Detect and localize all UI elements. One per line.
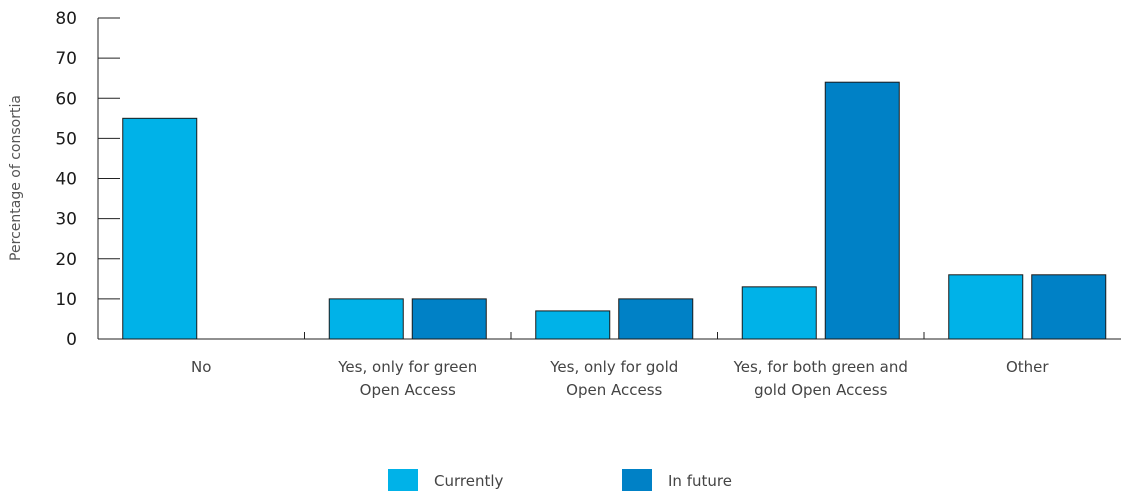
x-category-label: Other [1006, 358, 1049, 376]
bar-currently [328, 298, 404, 340]
bar-in-future [618, 298, 694, 340]
x-category-label: Yes, only for gold Open Access [549, 358, 678, 399]
bar-in-future [1031, 274, 1107, 340]
legend: Currently In future [388, 469, 732, 491]
bar-currently [948, 274, 1024, 340]
x-category-label: Yes, for both green and gold Open Access [733, 358, 908, 399]
x-category-label: No [191, 358, 211, 376]
y-tick-label: 20 [55, 250, 77, 270]
legend-label: Currently [434, 472, 504, 490]
legend-label: In future [668, 472, 732, 490]
bar-in-future [411, 298, 487, 340]
bar-in-future [824, 81, 900, 340]
legend-swatch [388, 469, 418, 491]
y-axis-label: Percentage of consortia [8, 95, 24, 261]
bar-currently [741, 286, 817, 340]
y-tick-label: 0 [66, 330, 77, 350]
y-tick-label: 40 [55, 170, 77, 190]
bars [122, 81, 1107, 340]
y-tick-label: 60 [55, 89, 77, 109]
category-labels: No Yes, only for green Open Access Yes, onl… [191, 358, 1049, 399]
y-tick-label: 10 [55, 290, 77, 310]
y-tick-label: 80 [55, 9, 77, 29]
y-tick-label: 50 [55, 129, 77, 149]
y-tick-label: 30 [55, 210, 77, 230]
bar-currently [535, 310, 611, 340]
x-category-label: Yes, only for green Open Access [337, 358, 477, 399]
y-axis: 0 10 20 30 40 50 60 70 80 [55, 9, 120, 350]
y-tick-label: 70 [55, 49, 77, 69]
legend-swatch [622, 469, 652, 491]
bar-currently [122, 117, 198, 340]
